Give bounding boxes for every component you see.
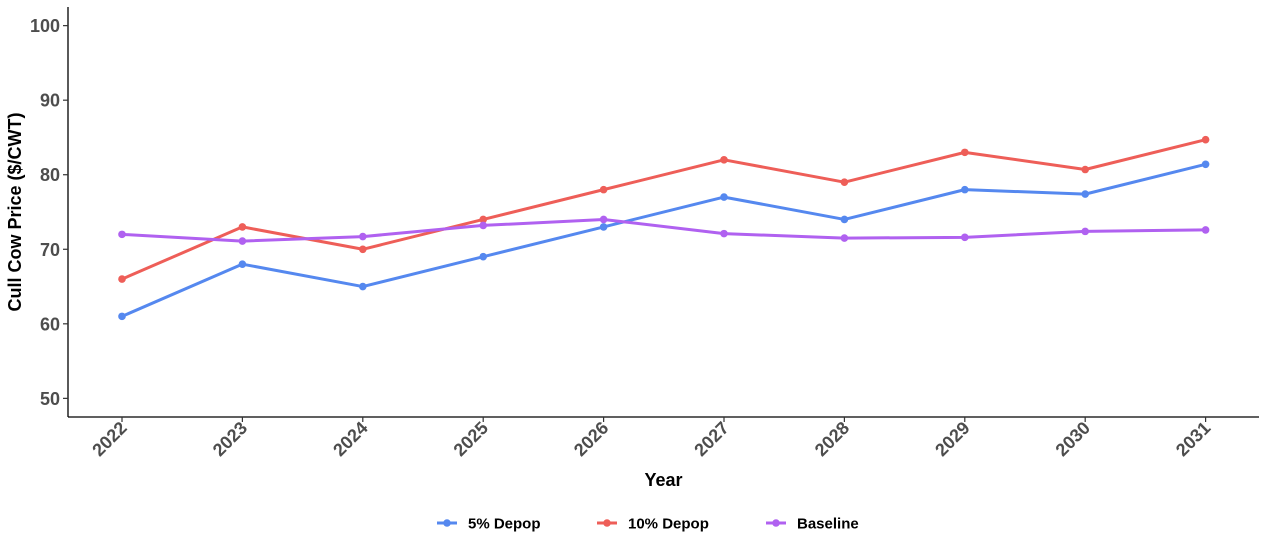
y-tick-label: 100 xyxy=(30,16,60,36)
legend: 5% Depop 10% Depop Baseline xyxy=(437,516,859,533)
series-layer xyxy=(118,135,1210,321)
x-tick-label: 2023 xyxy=(209,418,251,460)
x-tick-label: 2024 xyxy=(329,418,371,460)
legend-label: Baseline xyxy=(797,516,859,533)
x-tick-label: 2029 xyxy=(931,418,973,460)
y-ticks: 50 60 70 80 90 100 xyxy=(30,16,68,409)
data-point-10-depop xyxy=(479,215,488,224)
data-point-10-depop xyxy=(118,275,126,283)
series-10-depop xyxy=(118,135,1210,283)
data-point-baseline xyxy=(118,230,126,239)
data-point-5-depop xyxy=(599,223,608,231)
legend-label: 5% Depop xyxy=(468,516,541,533)
data-point-10-depop xyxy=(359,245,367,254)
y-tick-label: 90 xyxy=(40,91,60,111)
legend-key-point xyxy=(443,519,451,527)
legend-item-10-depop: 10% Depop xyxy=(597,516,709,533)
series-line-baseline xyxy=(120,217,1208,243)
x-tick-label: 2028 xyxy=(811,418,853,460)
x-tick-label: 2030 xyxy=(1052,418,1094,460)
legend-key-point xyxy=(772,519,780,527)
data-point-5-depop xyxy=(961,185,969,194)
y-tick-label: 80 xyxy=(40,165,60,185)
data-point-5-depop xyxy=(1081,190,1089,198)
legend-label: 10% Depop xyxy=(628,516,709,533)
data-point-10-depop xyxy=(840,178,849,186)
series-baseline xyxy=(118,215,1210,245)
x-tick-label: 2031 xyxy=(1172,418,1214,460)
x-tick-label: 2022 xyxy=(88,418,130,460)
x-tick-label: 2026 xyxy=(570,418,612,460)
legend-key-point xyxy=(603,519,611,527)
data-point-baseline xyxy=(238,237,247,245)
data-point-5-depop xyxy=(118,312,126,321)
data-point-10-depop xyxy=(238,223,247,231)
data-point-10-depop xyxy=(599,185,608,194)
data-point-baseline xyxy=(479,221,488,230)
data-point-baseline xyxy=(840,234,849,242)
legend-item-5-depop: 5% Depop xyxy=(437,516,541,533)
x-tick-label: 2025 xyxy=(450,418,492,460)
series-line-5-depop xyxy=(120,162,1208,318)
data-point-5-depop xyxy=(359,282,367,291)
y-tick-label: 50 xyxy=(40,389,60,409)
x-ticks: 2022 2023 2024 2025 2026 2027 2028 2029 2030 2031 xyxy=(88,417,1214,460)
data-point-baseline xyxy=(599,215,608,224)
y-tick-label: 70 xyxy=(40,240,60,260)
data-point-5-depop xyxy=(1201,160,1210,169)
data-point-baseline xyxy=(961,233,969,242)
data-point-baseline xyxy=(720,229,728,238)
data-point-10-depop xyxy=(1201,135,1210,144)
data-point-10-depop xyxy=(1081,165,1089,174)
x-axis-title: Year xyxy=(644,470,682,490)
data-point-10-depop xyxy=(961,148,969,157)
legend-item-baseline: Baseline xyxy=(766,516,859,533)
data-point-10-depop xyxy=(720,156,728,164)
data-point-5-depop xyxy=(479,252,488,261)
y-axis-title: Cull Cow Price ($/CWT) xyxy=(5,112,25,311)
data-point-5-depop xyxy=(720,193,728,201)
data-point-5-depop xyxy=(840,215,849,224)
y-tick-label: 60 xyxy=(40,314,60,334)
series-line-10-depop xyxy=(120,138,1208,281)
data-point-baseline xyxy=(359,232,367,241)
data-point-baseline xyxy=(1201,226,1210,234)
axes xyxy=(67,7,1259,418)
data-point-baseline xyxy=(1081,227,1089,236)
x-tick-label: 2027 xyxy=(690,418,732,460)
series-5-depop xyxy=(118,160,1210,321)
data-point-5-depop xyxy=(238,260,247,268)
